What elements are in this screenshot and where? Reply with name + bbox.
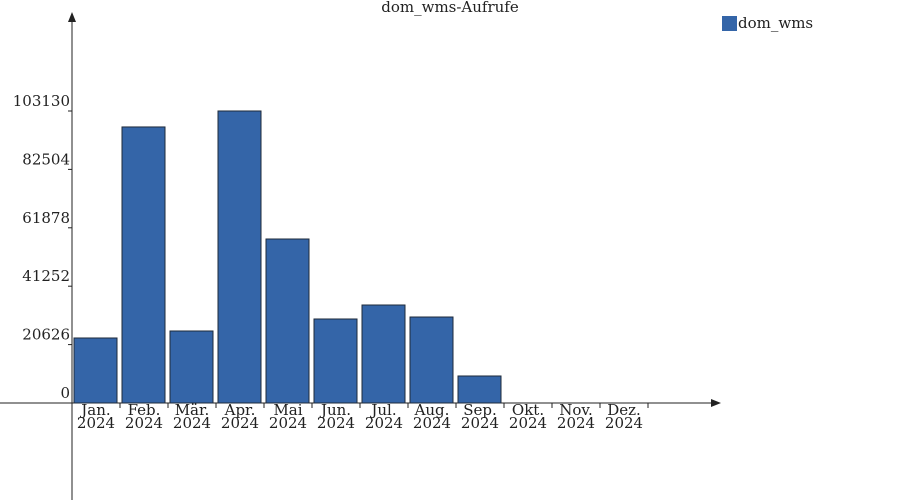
y-tick-label: 103130 [13,92,70,110]
x-tick-label: Feb. 2024 [124,401,164,432]
y-tick-label: 61878 [22,209,70,227]
bar [457,375,502,404]
x-tick-label: Mai 2024 [268,401,308,432]
x-tick-label: Jul. 2024 [364,401,404,432]
y-axis-arrow [68,12,76,22]
x-tick-label: Jan. 2024 [76,401,116,432]
x-tick-label: Dez. 2024 [604,401,644,432]
legend-label: dom_wms [738,14,813,32]
bar [217,110,262,404]
bar [313,318,358,404]
x-tick-label: Mär. 2024 [172,401,212,432]
legend-swatch [722,16,737,31]
bar [361,304,406,404]
x-tick-label: Aug. 2024 [412,401,452,432]
bar [409,316,454,404]
x-tick-label: Okt. 2024 [508,401,548,432]
x-tick-label: Nov. 2024 [556,401,596,432]
x-tick-label: Apr. 2024 [220,401,260,432]
y-tick-label: 82504 [22,150,70,168]
bar [169,330,214,404]
bar [73,337,118,404]
y-tick-label: 41252 [22,267,70,285]
chart-title: dom_wms-Aufrufe [381,0,519,16]
x-tick-label: Jun. 2024 [316,401,356,432]
y-tick-label: 0 [60,384,70,402]
x-tick-label: Sep. 2024 [460,401,500,432]
bar [265,238,310,404]
x-axis-arrow [711,399,721,407]
bar [121,126,166,404]
y-tick-label: 20626 [22,326,70,344]
